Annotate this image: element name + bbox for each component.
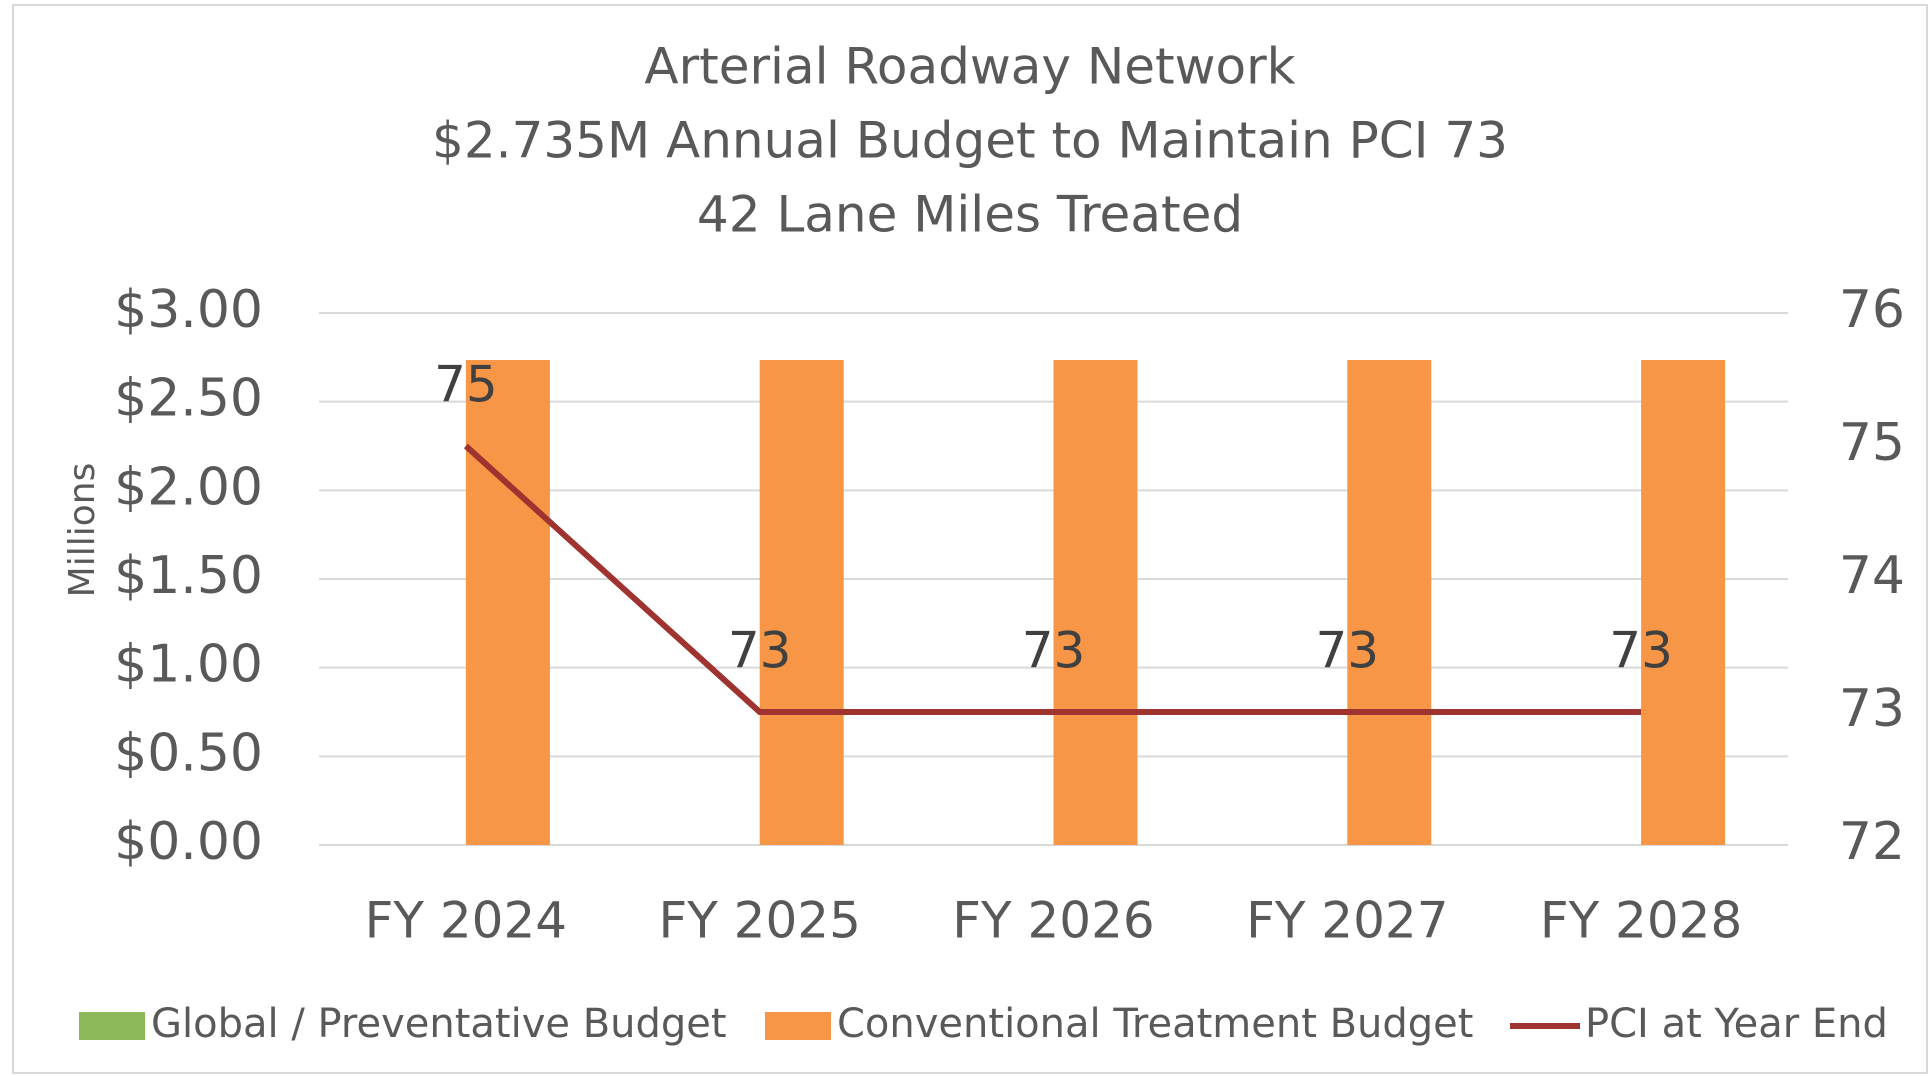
- data-label: 73: [1022, 622, 1086, 680]
- legend-label: Conventional Treatment Budget: [837, 1001, 1473, 1047]
- y-tick-label: $3.00: [114, 280, 263, 340]
- y-tick-label: $2.50: [114, 369, 263, 429]
- legend-swatch: [79, 1012, 145, 1040]
- legend-swatch: [765, 1012, 831, 1040]
- bar: [759, 359, 844, 845]
- y-tick-label: $1.00: [114, 635, 263, 695]
- y2-tick-label: 73: [1839, 679, 1905, 739]
- x-tick-label: FY 2026: [952, 892, 1154, 950]
- x-tick-label: FY 2024: [365, 892, 567, 950]
- bar: [1053, 359, 1138, 845]
- y-tick-label: $1.50: [114, 546, 263, 606]
- chart-border: [12, 4, 1928, 1074]
- y2-tick-label: 74: [1839, 546, 1905, 606]
- legend-label: Global / Preventative Budget: [151, 1001, 727, 1047]
- x-tick-label: FY 2027: [1246, 892, 1448, 950]
- legend-label: PCI at Year End: [1585, 1001, 1888, 1047]
- data-label: 75: [434, 356, 498, 414]
- y2-tick-label: 75: [1839, 413, 1905, 473]
- y-axis-label: Millions: [62, 463, 103, 598]
- data-label: 73: [1609, 622, 1673, 680]
- bar: [1641, 359, 1726, 845]
- y-tick-label: $0.00: [114, 812, 263, 872]
- y-tick-label: $0.50: [114, 723, 263, 783]
- y2-tick-label: 76: [1839, 280, 1905, 340]
- x-tick-label: FY 2025: [658, 892, 860, 950]
- data-label: 73: [1315, 622, 1379, 680]
- x-tick-label: FY 2028: [1540, 892, 1742, 950]
- line: [463, 443, 1642, 715]
- bar: [1347, 359, 1432, 845]
- data-label: 73: [728, 622, 792, 680]
- bar: [465, 359, 550, 845]
- y-tick-label: $2.00: [114, 457, 263, 517]
- y2-tick-label: 72: [1839, 812, 1905, 872]
- chart-title: $2.735M Annual Budget to Maintain PCI 73: [432, 112, 1508, 170]
- chart-title: 42 Lane Miles Treated: [697, 186, 1243, 244]
- chart-title: Arterial Roadway Network: [644, 38, 1295, 96]
